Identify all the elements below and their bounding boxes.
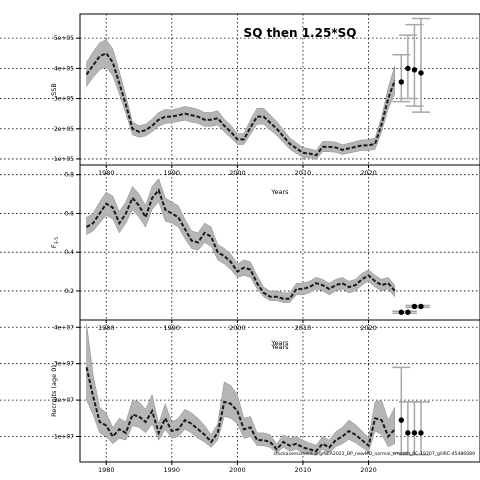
recruits-xlabel: Years	[270, 339, 289, 347]
ssb-xlabel: Years	[270, 188, 289, 196]
ssb-ytick-label: 2e+05	[54, 126, 74, 133]
f-forecast-point	[398, 309, 405, 315]
f-ytick-label: 0.6	[64, 210, 74, 217]
ssb-ylabel: SSB	[50, 83, 58, 96]
recruits-ytick-label: 1e+07	[54, 434, 74, 441]
ssb-forecast-point	[411, 67, 418, 73]
recruits-forecast-point	[398, 417, 405, 423]
f-ytick-label: 0.4	[64, 249, 74, 256]
recruits-ytick-label: 4e+07	[54, 324, 74, 331]
recruits-ytick-label: 3e+07	[54, 361, 74, 368]
f-ylabel: F3-5	[50, 237, 60, 248]
recruits-frame	[79, 319, 480, 463]
f-forecast-point	[418, 303, 424, 310]
f-ytick-label: 0.8	[64, 172, 74, 179]
ssb-confidence-band	[86, 39, 396, 160]
recruits-xtick-label: 2010	[295, 466, 312, 474]
f-ytick-label: 0.2	[64, 288, 74, 295]
recruits-estimate-line	[85, 367, 396, 453]
f-confidence-band	[86, 178, 396, 303]
ssb-forecast-point	[398, 79, 405, 85]
ssb-ytick-label: 3e+05	[54, 96, 74, 103]
recruits-forecast-point	[411, 430, 418, 436]
f-estimate-line	[86, 188, 396, 300]
ssb-forecast-point	[418, 70, 424, 76]
figure-title: SQ then 1.25*SQ	[244, 26, 357, 40]
recruits-ytick-label: 2e+07	[54, 397, 74, 404]
recruitment-panel: 1e+07 2e+07 3e+07 4e+07 1980 1990 2000 2010 2020…	[0, 319, 480, 474]
recruits-confidence-band	[86, 323, 396, 456]
ssb-estimate-line	[85, 52, 396, 157]
recruits-xtick-label: 2000	[229, 466, 246, 474]
recruits-xtick-label: 2020	[360, 466, 377, 474]
ssb-ytick-label: 1e+05	[54, 156, 74, 163]
ssb-ytick-label: 4e+05	[54, 65, 74, 72]
recruits-forecast-point	[418, 430, 424, 436]
recruits-ylabel: Recruits (age 0)	[50, 365, 58, 417]
figure-footnote: stockassessment.org/NEA2023_BP_newMD_nor…	[274, 451, 476, 457]
f-ylabel-subscript: 3-5	[54, 237, 60, 244]
f-forecast-point	[411, 303, 418, 310]
recruits-xtick-label: 1980	[98, 466, 115, 474]
f-xlabel: Years	[270, 343, 289, 351]
ssb-ytick-label: 5e+05	[54, 35, 74, 42]
f-forecast-point	[405, 309, 411, 315]
recruits-xtick-label: 1990	[164, 466, 181, 474]
ssb-forecast-point	[405, 65, 411, 72]
recruits-forecast-point	[405, 430, 411, 436]
